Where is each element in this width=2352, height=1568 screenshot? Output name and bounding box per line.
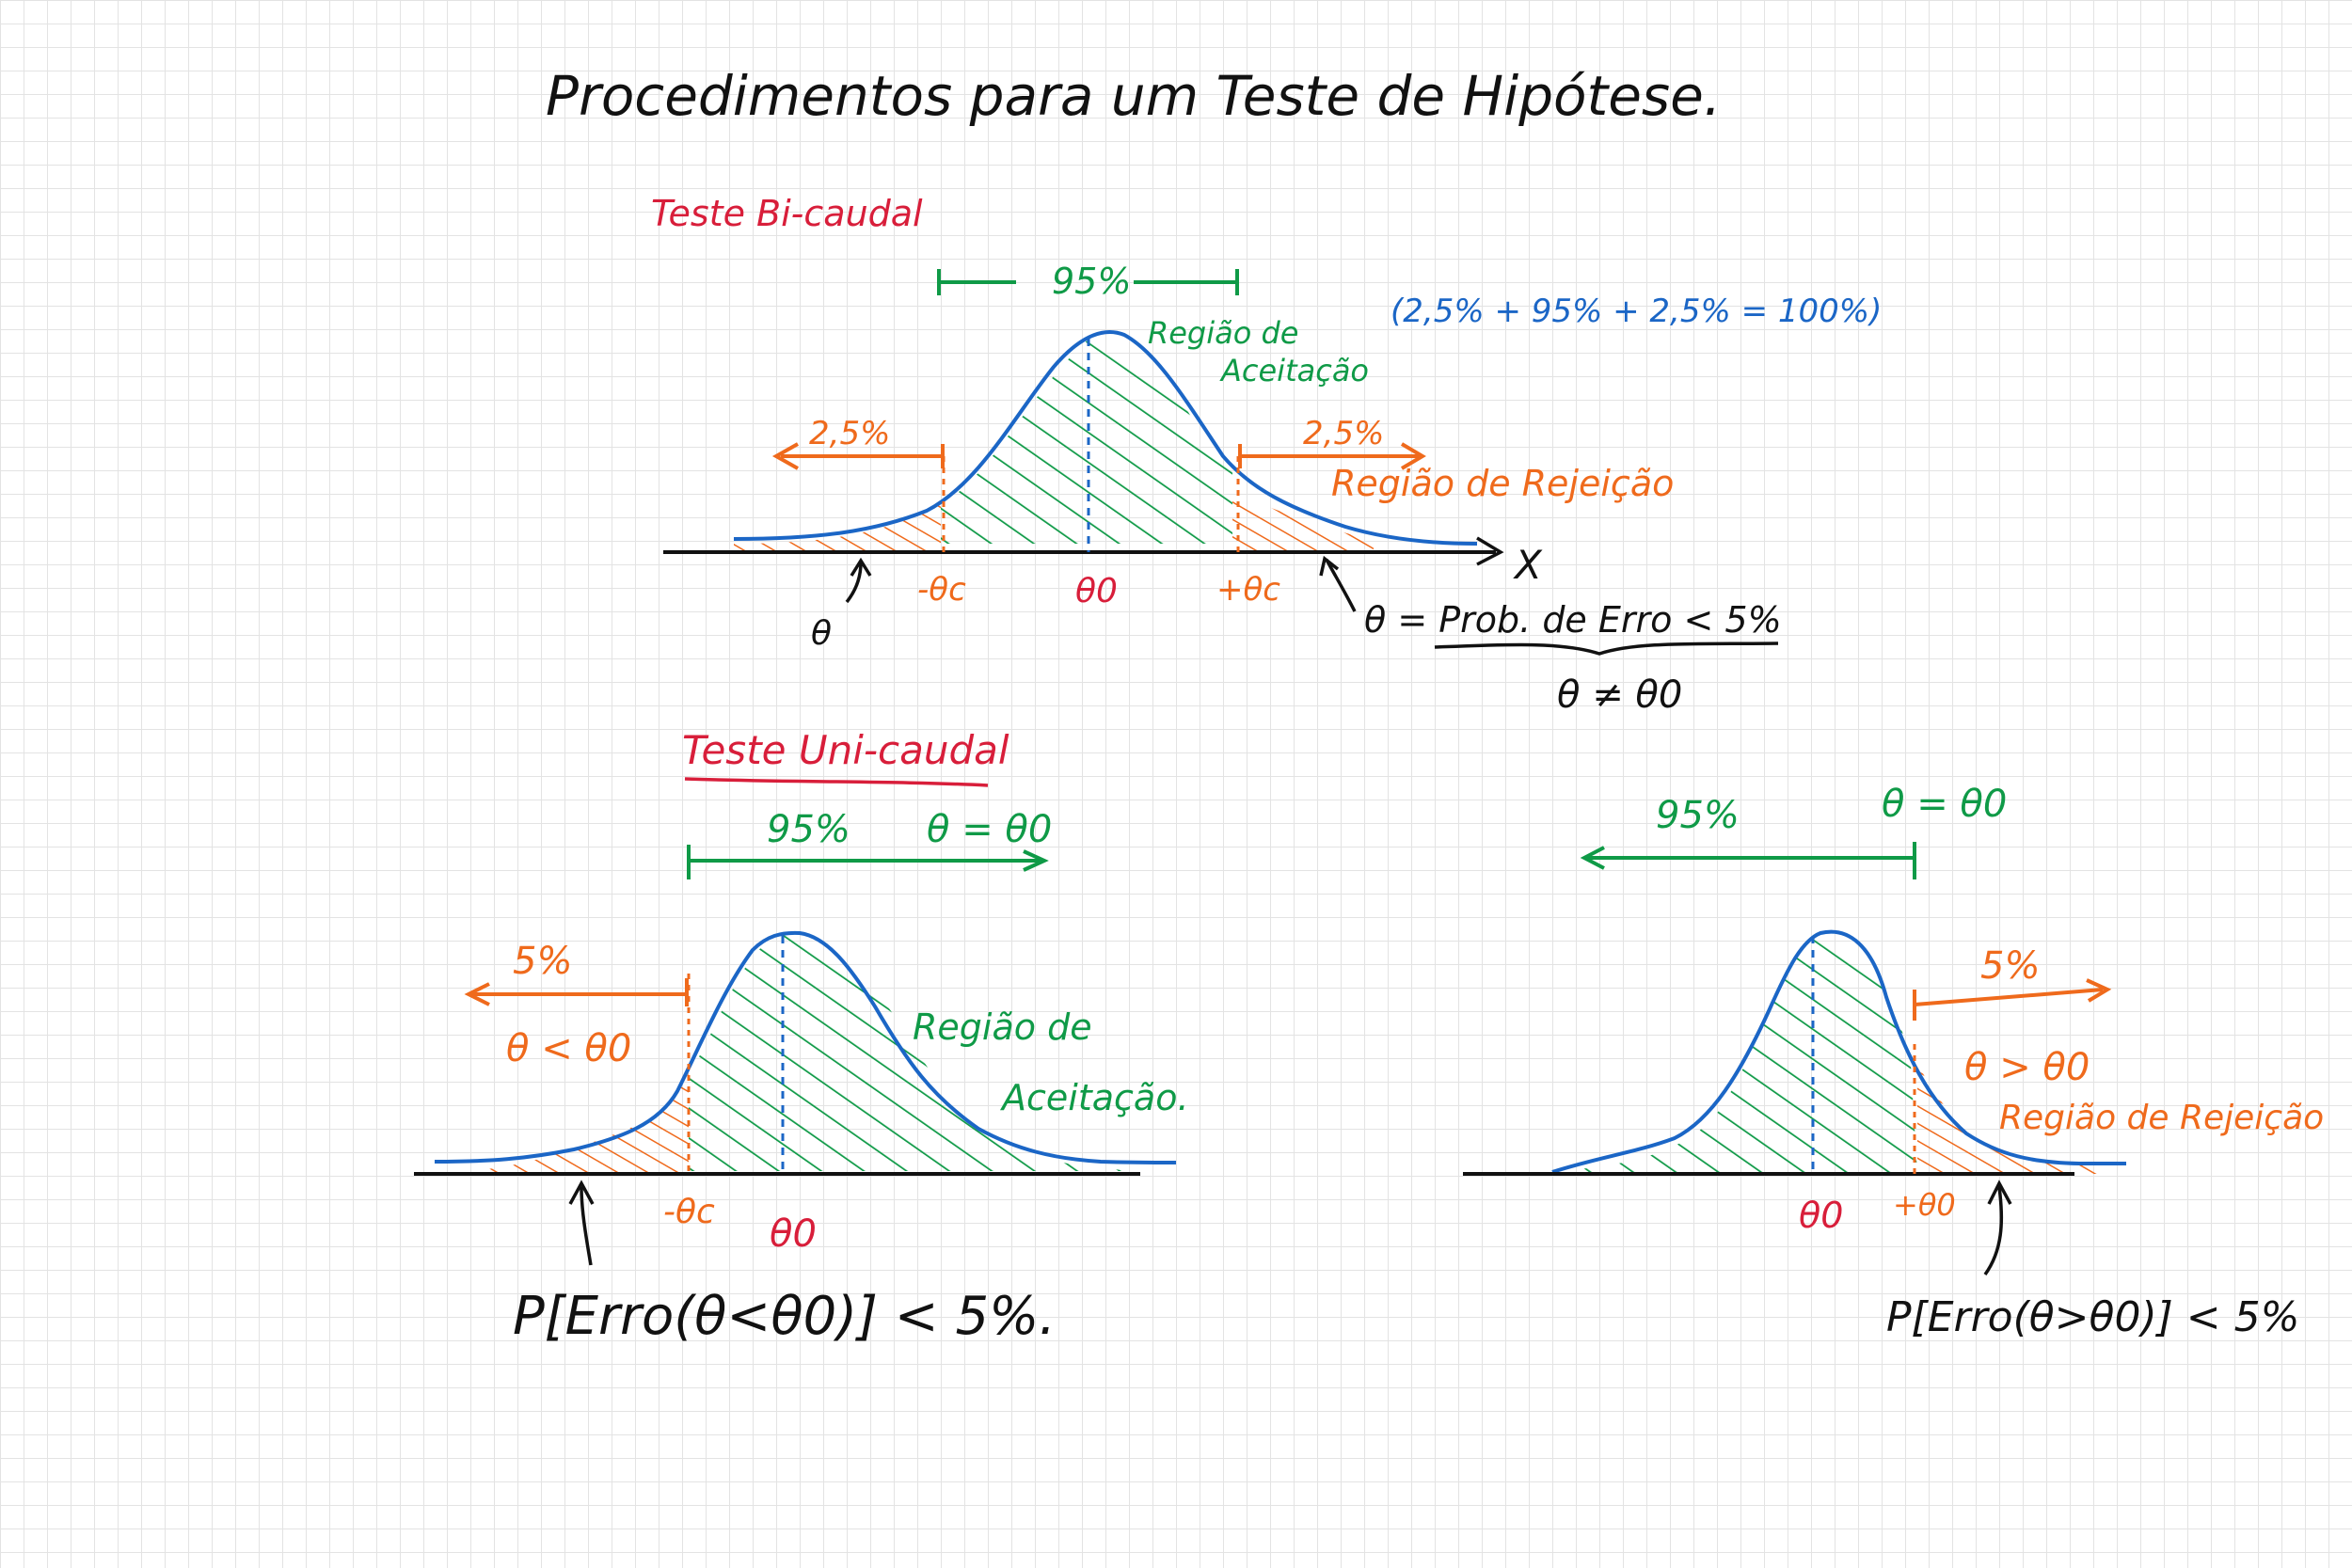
unicaudal-left-heading: Teste Uni-caudal xyxy=(682,727,1009,773)
bicaudal-right-rejection-region xyxy=(1232,494,1374,550)
unicaudal-left-error-prob: P[Erro(θ<θ0)] < 5%. xyxy=(513,1286,1056,1347)
bicaudal-right-arrowhead xyxy=(1400,442,1426,470)
unicaudal-left-tick-left: -θc xyxy=(663,1193,715,1231)
bicaudal-left-pct: 2,5% xyxy=(809,415,890,452)
unicaudal-right-error-pointer xyxy=(1983,1186,2004,1276)
bicaudal-alpha-pointer-left-head xyxy=(850,557,872,577)
bicaudal-sum-note: (2,5% + 95% + 2,5% = 100%) xyxy=(1391,293,1882,330)
unicaudal-right-rej-arrow xyxy=(1914,988,2104,1006)
unicaudal-right-rejection-cond: θ > θ0 xyxy=(1964,1046,2090,1089)
unicaudal-right-error-prob: P[Erro(θ>θ0)] < 5% xyxy=(1886,1293,2299,1341)
unicaudal-left-acceptance-region xyxy=(689,932,1157,1171)
bicaudal-tick-center: θ0 xyxy=(1075,572,1118,610)
bicaudal-hypothesis: θ ≠ θ0 xyxy=(1557,673,1682,717)
bicaudal-tick-right: +θc xyxy=(1216,571,1280,609)
unicaudal-right-rejection-label: Região de Rejeição xyxy=(1999,1099,2324,1137)
unicaudal-right-rejection-pct: 5% xyxy=(1980,944,2040,988)
page-title: Procedimentos para um Teste de Hipótese. xyxy=(546,64,1721,128)
bicaudal-alpha-pointer-left xyxy=(845,562,863,604)
bicaudal-diagram: Teste Bi-caudal X 95% Região de Aceitaçã… xyxy=(651,193,1882,717)
unicaudal-right-rejection-region xyxy=(1917,1063,2098,1174)
unicaudal-right-normal-curve xyxy=(1551,929,2126,1174)
unicaudal-left-error-pointer-head xyxy=(568,1180,595,1205)
bicaudal-alpha-pointer-right xyxy=(1325,559,1357,612)
unicaudal-right-hypothesis: θ = θ0 xyxy=(1882,783,2007,826)
bicaudal-acceptance-label-1: Região de xyxy=(1148,315,1298,351)
bicaudal-acceptance-label-2: Aceitação xyxy=(1219,353,1369,388)
unicaudal-right-error-pointer-head xyxy=(1987,1180,2012,1205)
unicaudal-heading-underline xyxy=(684,777,989,787)
unicaudal-left-normal-curve xyxy=(434,930,1177,1164)
bicaudal-axis-arrowhead xyxy=(1476,536,1504,566)
bicaudal-underbrace xyxy=(1434,641,1779,656)
unicaudal-right-tick-center: θ0 xyxy=(1799,1195,1843,1236)
bicaudal-normal-curve xyxy=(733,330,1478,546)
unicaudal-right-acceptance-pct: 95% xyxy=(1656,794,1740,837)
unicaudal-right-acceptance-region xyxy=(1557,935,1917,1174)
bicaudal-acceptance-region xyxy=(941,336,1232,544)
unicaudal-left-tick-center: θ0 xyxy=(770,1212,817,1256)
unicaudal-left-error-pointer xyxy=(580,1186,593,1266)
bicaudal-alpha-def: θ = Prob. de Erro < 5% xyxy=(1364,599,1782,641)
unicaudal-left-hypothesis: θ = θ0 xyxy=(927,808,1052,851)
bicaudal-heading: Teste Bi-caudal xyxy=(651,193,923,234)
bicaudal-tick-left: -θc xyxy=(917,571,966,609)
unicaudal-left-rejection-region xyxy=(470,1072,689,1174)
bicaudal-left-arrowhead xyxy=(771,442,799,470)
unicaudal-left-acceptance-pct: 95% xyxy=(767,808,850,851)
unicaudal-left-rejection-pct: 5% xyxy=(513,940,572,983)
unicaudal-left-diagram: Teste Uni-caudal 95% θ = θ0 5% θ < θ0 Re… xyxy=(414,727,1189,1347)
unicaudal-left-acceptance-label-2: Aceitação. xyxy=(999,1077,1189,1118)
bicaudal-axis-var: X xyxy=(1513,542,1543,588)
unicaudal-right-tick-right: +θ0 xyxy=(1893,1187,1956,1223)
bicaudal-alpha-pointer-right-head xyxy=(1319,555,1340,577)
unicaudal-right-rej-arrowhead xyxy=(2086,978,2112,1003)
bicaudal-acceptance-pct: 95% xyxy=(1052,261,1131,302)
unicaudal-right-diagram: 95% θ = θ0 5% θ > θ0 Região de Rejeição … xyxy=(1463,783,2324,1341)
unicaudal-left-rejection-cond: θ < θ0 xyxy=(506,1027,631,1070)
unicaudal-left-rej-arrowhead xyxy=(464,982,490,1006)
unicaudal-left-acc-arrowhead xyxy=(1023,849,1049,872)
unicaudal-left-acceptance-label-1: Região de xyxy=(913,1006,1092,1048)
bicaudal-alpha-symbol: θ xyxy=(811,614,832,653)
bicaudal-left-rejection-region xyxy=(734,503,941,550)
unicaudal-right-acc-arrowhead xyxy=(1580,846,1605,870)
bicaudal-rejection-label: Região de Rejeição xyxy=(1331,463,1674,504)
bicaudal-right-pct: 2,5% xyxy=(1303,415,1384,452)
